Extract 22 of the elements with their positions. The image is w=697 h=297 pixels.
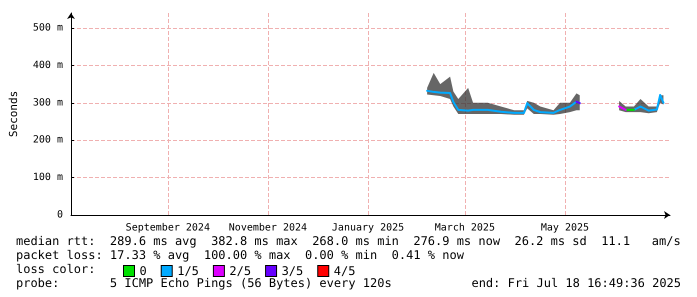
x-tick-label: May 2025 xyxy=(540,222,590,234)
x-tick-label: January 2025 xyxy=(332,222,404,234)
legend-label: 4/5 xyxy=(334,264,356,278)
y-tick-label: 200 m xyxy=(32,134,63,146)
text: packet loss: 17.33 % avg 100.00 % max 0.00 % min 0.41 % now xyxy=(16,248,464,262)
y-axis-title: Seconds xyxy=(7,90,20,138)
y-tick-label: 100 m xyxy=(32,172,63,184)
x-tick-label: March 2025 xyxy=(434,222,495,234)
text: probe: 5 ICMP Echo Pings (56 Bytes) every 120s xyxy=(16,276,392,290)
x-tick-label: September 2024 xyxy=(126,222,210,234)
y-tick-label: 0 xyxy=(56,210,63,220)
y-tick-label: 400 m xyxy=(32,60,63,71)
y-tick-label: 500 m xyxy=(32,22,63,34)
legend-label: 0 xyxy=(140,264,147,278)
legend-label: 2/5 xyxy=(229,264,252,278)
text: end: Fri Jul 18 16:49:36 2025 xyxy=(471,276,681,290)
y-tick-label: 300 m xyxy=(32,97,63,108)
legend-label: 3/5 xyxy=(282,264,304,278)
legend-label: 1/5 xyxy=(177,264,199,278)
legend-title: loss color: xyxy=(16,262,96,276)
x-tick-label: November 2024 xyxy=(228,222,308,234)
text: median rtt: 289.6 ms avg 382.8 ms max 268.0 ms min 276.9 ms now 26.2 ms sd 11.1 am/s xyxy=(16,234,681,248)
